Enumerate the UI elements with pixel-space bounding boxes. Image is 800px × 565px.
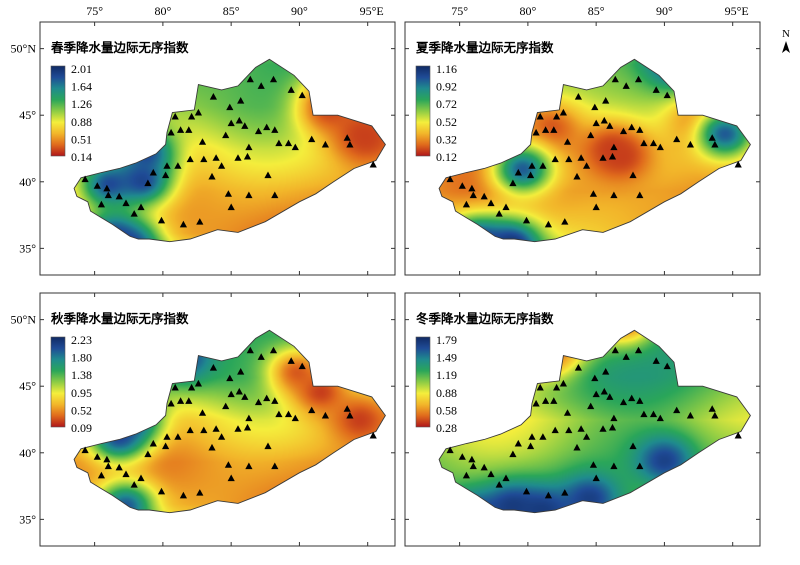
lat-tick-label: 40° xyxy=(19,175,36,189)
legend-value: 0.52 xyxy=(436,115,457,129)
lon-tick-label: 85° xyxy=(588,4,605,18)
legend-value: 1.19 xyxy=(436,368,457,382)
legend-value: 0.12 xyxy=(436,150,457,164)
panel-title: 春季降水量边际无序指数 xyxy=(50,40,189,55)
region-boundary xyxy=(438,329,751,514)
panel-title: 冬季降水量边际无序指数 xyxy=(416,311,554,326)
legend-value: 0.32 xyxy=(436,132,457,146)
legend-value: 0.51 xyxy=(71,132,92,146)
color-legend: 1.79 1.49 1.19 0.88 0.58 0.28 xyxy=(415,333,457,435)
legend-colorbar xyxy=(50,336,66,428)
legend-colorbar xyxy=(415,65,431,157)
legend-value: 1.38 xyxy=(71,368,92,382)
lon-tick-label: 90° xyxy=(656,4,673,18)
lat-tick-label: 35° xyxy=(19,241,36,255)
legend-value: 1.49 xyxy=(436,351,457,365)
lon-tick-label: 75° xyxy=(451,4,468,18)
legend-value: 0.09 xyxy=(71,421,92,435)
lat-tick-label: 50°N xyxy=(11,313,37,327)
lat-tick-label: 40° xyxy=(19,446,36,460)
color-legend: 2.01 1.64 1.26 0.88 0.51 0.14 xyxy=(50,62,92,164)
lon-tick-label: 80° xyxy=(519,4,536,18)
lon-tick-label: 95°E xyxy=(360,4,384,18)
map-panel-3: 50°N 45° 40° 35° 秋季降水量边际无序指数 2.23 1.80 1.38 0.95… xyxy=(11,292,396,547)
lon-tick-label: 95°E xyxy=(725,4,749,18)
legend-value: 0.92 xyxy=(436,80,457,94)
region-boundary xyxy=(73,58,386,243)
legend-colorbar xyxy=(50,65,66,157)
north-arrow-icon xyxy=(782,41,790,53)
lat-tick-label: 35° xyxy=(19,512,36,526)
region-boundary xyxy=(73,329,386,514)
lon-tick-label: 85° xyxy=(223,4,240,18)
map-panel-2: 75° 80° 85° 90° 95°E 夏季降水量边际无序指数 1.16 0.92 0.72 0… xyxy=(404,4,761,276)
lat-tick-label: 45° xyxy=(19,108,36,122)
legend-value: 2.23 xyxy=(71,333,92,347)
map-panel-4: 冬季降水量边际无序指数 1.79 1.49 1.19 0.88 0.58 0.28 xyxy=(404,292,761,547)
legend-value: 1.79 xyxy=(436,333,457,347)
north-arrow: N xyxy=(782,28,790,53)
legend-value: 0.14 xyxy=(71,150,92,164)
legend-value: 0.58 xyxy=(436,403,457,417)
map-panel-1: 75° 80° 85° 90° 95°E 50°N 45° 40° 35° 春季降水量边际无序指数… xyxy=(11,4,396,276)
color-legend: 2.23 1.80 1.38 0.95 0.52 0.09 xyxy=(50,333,92,435)
legend-value: 1.26 xyxy=(71,97,92,111)
panel-title: 夏季降水量边际无序指数 xyxy=(415,40,554,55)
legend-value: 0.88 xyxy=(436,386,457,400)
legend-value: 2.01 xyxy=(71,62,92,76)
legend-value: 0.95 xyxy=(71,386,92,400)
lon-tick-label: 75° xyxy=(86,4,103,18)
legend-value: 1.16 xyxy=(436,62,457,76)
legend-value: 1.64 xyxy=(71,80,92,94)
lat-tick-label: 45° xyxy=(19,379,36,393)
lon-tick-label: 90° xyxy=(291,4,308,18)
legend-colorbar xyxy=(415,336,431,428)
legend-value: 0.88 xyxy=(71,115,92,129)
legend-value: 0.28 xyxy=(436,421,457,435)
panel-title: 秋季降水量边际无序指数 xyxy=(51,311,189,326)
north-label: N xyxy=(782,28,790,40)
legend-value: 1.80 xyxy=(71,351,92,365)
region-boundary xyxy=(438,58,751,243)
lat-tick-label: 50°N xyxy=(11,42,37,56)
legend-value: 0.72 xyxy=(436,97,457,111)
color-legend: 1.16 0.92 0.72 0.52 0.32 0.12 xyxy=(415,62,457,164)
lon-tick-label: 80° xyxy=(154,4,171,18)
legend-value: 0.52 xyxy=(71,403,92,417)
